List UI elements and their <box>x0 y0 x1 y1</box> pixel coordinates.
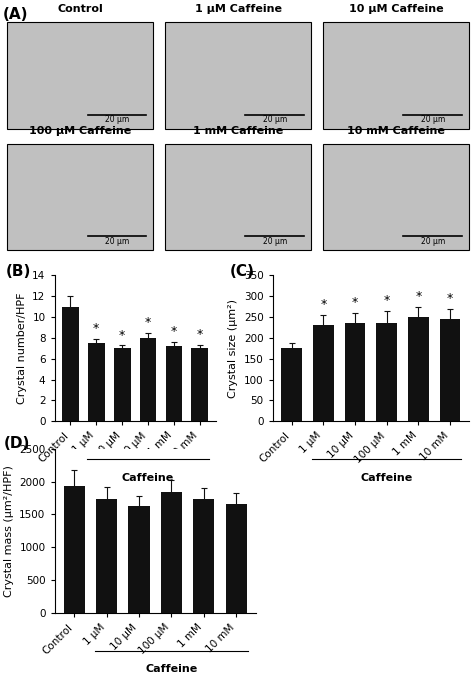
Text: 100 μM Caffeine: 100 μM Caffeine <box>29 126 131 136</box>
Bar <box>140 338 156 421</box>
Bar <box>376 323 397 421</box>
Bar <box>7 144 154 250</box>
Bar <box>7 22 154 129</box>
Text: (D): (D) <box>4 436 30 451</box>
Text: Caffeine: Caffeine <box>146 664 198 675</box>
Text: 20 μm: 20 μm <box>420 115 445 124</box>
Text: *: * <box>352 296 358 309</box>
Y-axis label: Crystal number/HPF: Crystal number/HPF <box>17 292 27 404</box>
Text: Caffeine: Caffeine <box>122 473 174 483</box>
Text: 20 μm: 20 μm <box>420 236 445 246</box>
Text: *: * <box>119 329 125 342</box>
Text: *: * <box>447 292 453 305</box>
Bar <box>313 325 334 421</box>
Bar <box>96 499 117 613</box>
Text: *: * <box>145 316 151 329</box>
Text: 1 mM Caffeine: 1 mM Caffeine <box>193 126 283 136</box>
Text: *: * <box>93 323 100 335</box>
Text: (B): (B) <box>6 264 32 279</box>
Text: 1 μM Caffeine: 1 μM Caffeine <box>195 5 282 14</box>
Bar <box>128 506 150 613</box>
Text: 20 μm: 20 μm <box>263 115 287 124</box>
Text: 10 mM Caffeine: 10 mM Caffeine <box>347 126 445 136</box>
Text: (C): (C) <box>229 264 254 279</box>
Y-axis label: Crystal mass (μm²/HPF): Crystal mass (μm²/HPF) <box>4 465 14 597</box>
Text: 10 μM Caffeine: 10 μM Caffeine <box>349 5 443 14</box>
Text: Caffeine: Caffeine <box>361 473 413 483</box>
Bar <box>88 343 105 421</box>
Bar <box>165 346 182 421</box>
Bar <box>191 348 209 421</box>
Y-axis label: Crystal size (μm²): Crystal size (μm²) <box>228 299 238 398</box>
Bar <box>323 144 469 250</box>
Text: *: * <box>383 294 390 307</box>
Bar <box>440 319 460 421</box>
Text: 20 μm: 20 μm <box>263 236 287 246</box>
Bar <box>165 22 311 129</box>
Text: Control: Control <box>57 5 103 14</box>
Bar <box>64 486 85 613</box>
Bar <box>408 317 428 421</box>
Bar <box>345 323 365 421</box>
Text: *: * <box>320 299 327 311</box>
Bar <box>323 22 469 129</box>
Bar <box>165 144 311 250</box>
Text: 20 μm: 20 μm <box>105 115 129 124</box>
Text: *: * <box>197 328 203 341</box>
Bar <box>226 504 247 613</box>
Text: 20 μm: 20 μm <box>105 236 129 246</box>
Bar <box>161 492 182 613</box>
Text: *: * <box>171 325 177 338</box>
Bar <box>193 499 214 613</box>
Bar <box>62 307 79 421</box>
Text: (A): (A) <box>2 7 28 22</box>
Text: *: * <box>415 290 421 303</box>
Bar <box>114 348 130 421</box>
Bar <box>282 348 302 421</box>
